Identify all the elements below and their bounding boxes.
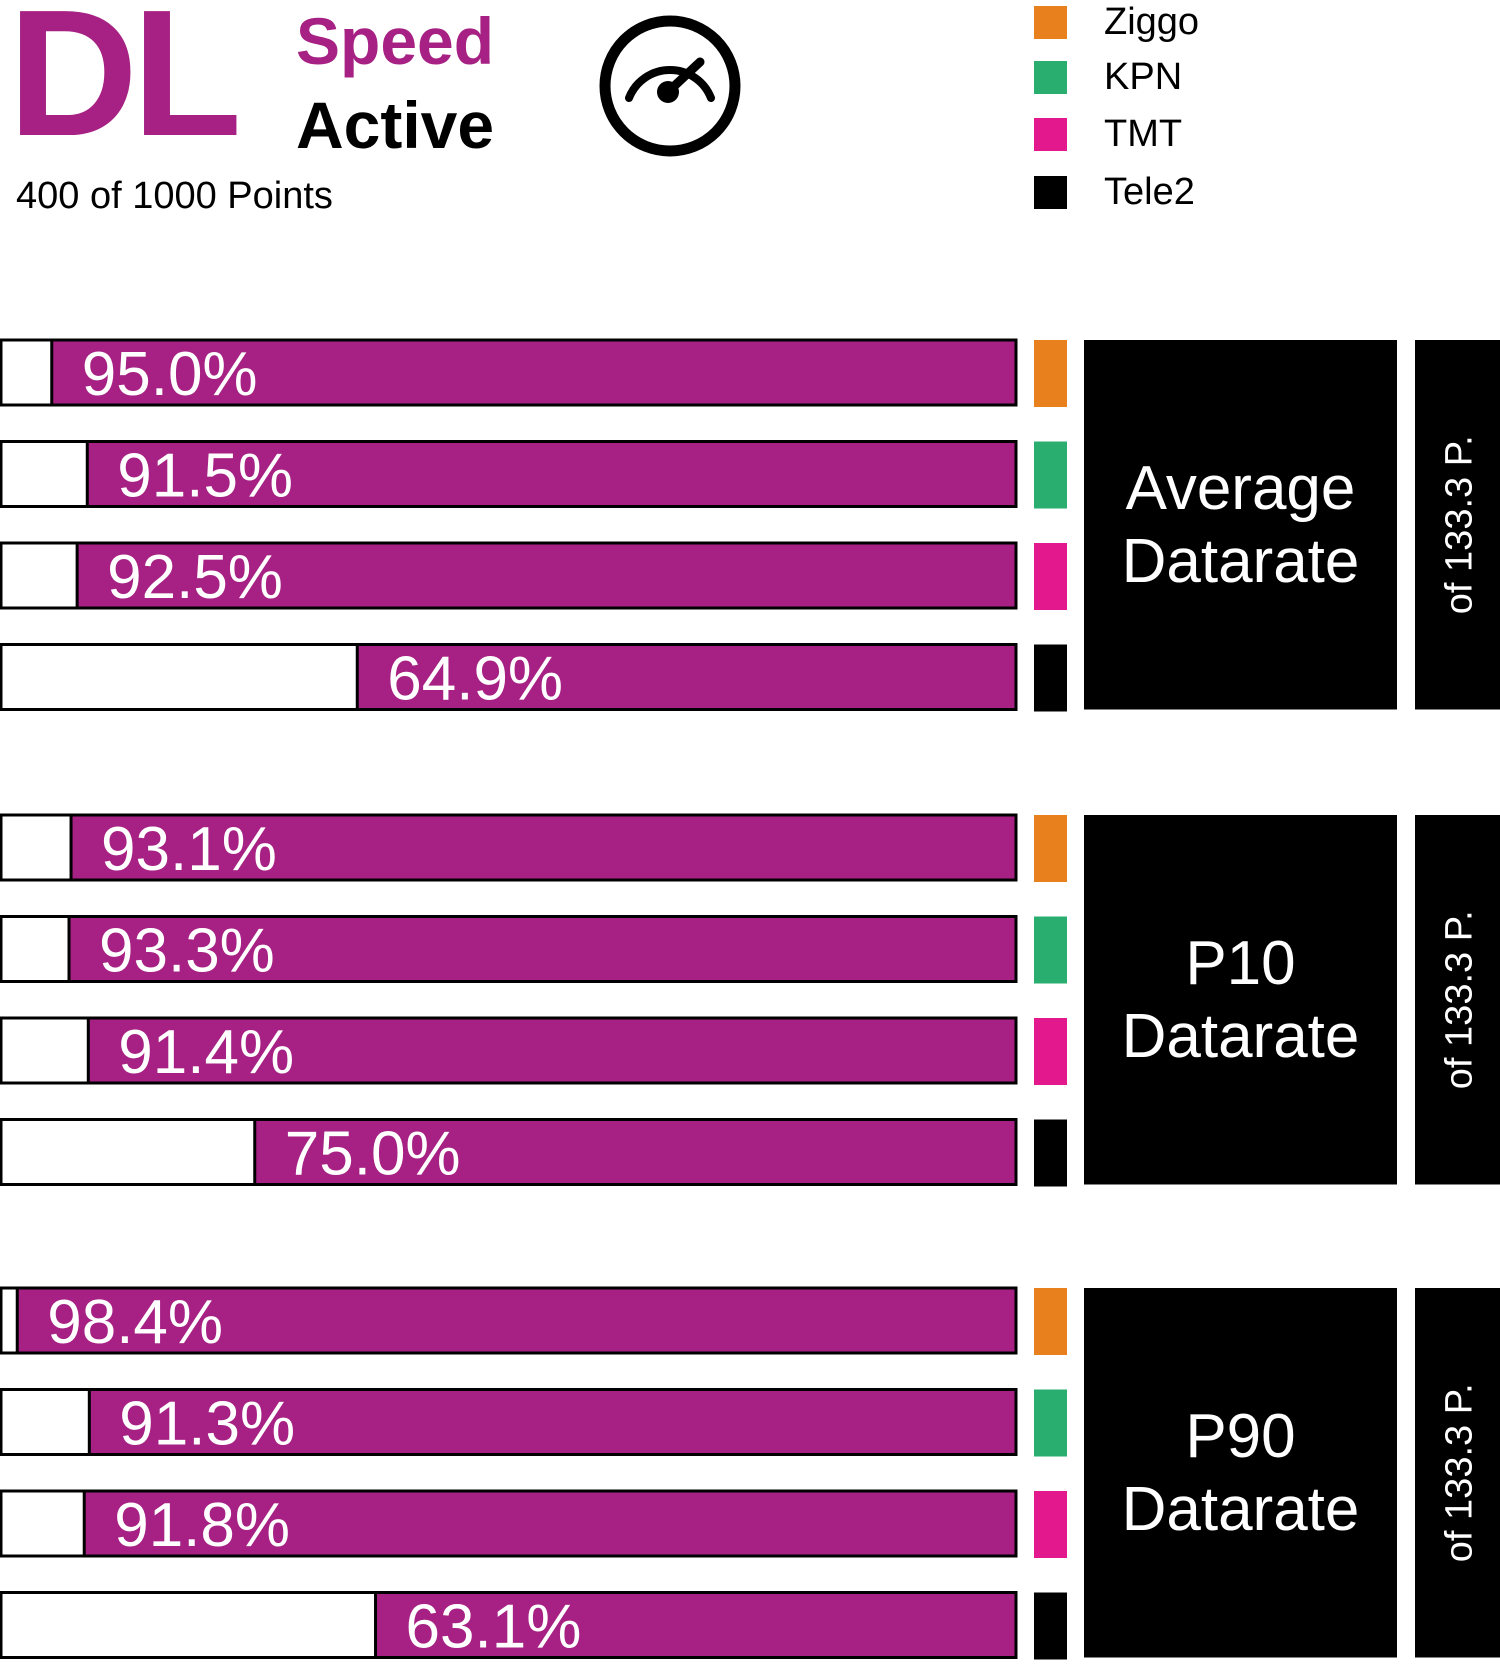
group-note-2: of 133.3 P. xyxy=(1439,910,1481,1089)
provider-marker-g3-ziggo xyxy=(1034,1288,1067,1355)
legend-swatch-kpn xyxy=(1034,61,1067,94)
provider-marker-g3-tele2 xyxy=(1034,1592,1067,1660)
legend: Ziggo KPN TMT Tele2 xyxy=(1034,0,1334,220)
speed-label: Speed xyxy=(296,4,495,78)
group-panel-2 xyxy=(1084,815,1397,1185)
provider-marker-g1-tmt xyxy=(1034,543,1067,610)
bar-g3-tmt xyxy=(82,1489,1018,1558)
legend-label-ziggo: Ziggo xyxy=(1104,1,1200,43)
legend-swatch-ziggo xyxy=(1034,6,1067,39)
legend-swatch-tele2 xyxy=(1034,176,1067,209)
bar-label-g1-ziggo: 95.0% xyxy=(82,340,258,409)
bar-g2-ziggo xyxy=(69,813,1018,882)
bar-g1-ziggo xyxy=(50,338,1018,407)
bar-label-g2-tmt: 91.4% xyxy=(118,1018,294,1087)
provider-marker-g1-tele2 xyxy=(1034,644,1067,712)
bar-label-g1-kpn: 91.5% xyxy=(117,442,293,511)
bar-label-g1-tele2: 64.9% xyxy=(387,645,563,714)
group-title-3-line-1: P90 xyxy=(1185,1402,1295,1471)
provider-marker-g1-ziggo xyxy=(1034,340,1067,407)
bar-g1-tmt xyxy=(75,541,1018,610)
group-note-3: of 133.3 P. xyxy=(1439,1383,1481,1562)
legend-label-tmt: TMT xyxy=(1104,113,1183,155)
header: DL Speed Active 400 of 1000 Points Ziggo… xyxy=(0,0,1500,230)
bar-g2-kpn xyxy=(67,915,1018,983)
legend-item-ziggo: Ziggo xyxy=(1034,2,1334,42)
group-title-3-line-2: Datarate xyxy=(1122,1475,1360,1544)
legend-item-kpn: KPN xyxy=(1034,57,1334,97)
legend-label-kpn: KPN xyxy=(1104,56,1183,98)
bar-g3-kpn xyxy=(87,1388,1018,1456)
bar-label-g1-tmt: 92.5% xyxy=(107,543,283,612)
points-label: 400 of 1000 Points xyxy=(16,175,333,217)
group-panel-1 xyxy=(1084,340,1397,710)
bar-g3-ziggo xyxy=(15,1286,1018,1355)
dl-title: DL xyxy=(8,0,242,174)
bar-label-g3-ziggo: 98.4% xyxy=(47,1288,223,1357)
group-note-1: of 133.3 P. xyxy=(1439,435,1481,614)
legend-item-tele2: Tele2 xyxy=(1034,172,1334,212)
group-note-panel-1 xyxy=(1415,340,1500,710)
provider-marker-g2-tmt xyxy=(1034,1018,1067,1085)
legend-item-tmt: TMT xyxy=(1034,114,1334,154)
provider-marker-g3-kpn xyxy=(1034,1389,1067,1457)
group-panel-3 xyxy=(1084,1288,1397,1658)
provider-marker-g1-kpn xyxy=(1034,441,1067,509)
bar-label-g2-ziggo: 93.1% xyxy=(101,815,277,884)
legend-swatch-tmt xyxy=(1034,118,1067,151)
provider-marker-g2-kpn xyxy=(1034,916,1067,984)
provider-marker-g2-ziggo xyxy=(1034,815,1067,882)
legend-label-tele2: Tele2 xyxy=(1104,171,1195,213)
bar-label-g3-kpn: 91.3% xyxy=(119,1390,295,1459)
bar-g2-tmt xyxy=(86,1016,1018,1085)
group-title-2-line-1: P10 xyxy=(1185,929,1295,998)
group-note-panel-2 xyxy=(1415,815,1500,1185)
bar-g1-tele2 xyxy=(355,643,1018,711)
provider-marker-g3-tmt xyxy=(1034,1491,1067,1558)
provider-marker-g2-tele2 xyxy=(1034,1119,1067,1187)
bar-g3-tele2 xyxy=(374,1591,1018,1659)
bar-label-g3-tele2: 63.1% xyxy=(406,1593,582,1662)
bar-g2-tele2 xyxy=(253,1118,1018,1186)
group-note-panel-3 xyxy=(1415,1288,1500,1658)
bar-g1-kpn xyxy=(85,440,1018,508)
group-title-2-line-2: Datarate xyxy=(1122,1002,1360,1071)
speedometer-icon xyxy=(599,15,741,157)
group-title-1-line-2: Datarate xyxy=(1122,527,1360,596)
active-label: Active xyxy=(296,88,495,162)
bar-label-g3-tmt: 91.8% xyxy=(114,1491,290,1560)
bar-label-g2-tele2: 75.0% xyxy=(285,1120,461,1189)
group-title-1-line-1: Average xyxy=(1126,454,1356,523)
bar-label-g2-kpn: 93.3% xyxy=(99,917,275,986)
